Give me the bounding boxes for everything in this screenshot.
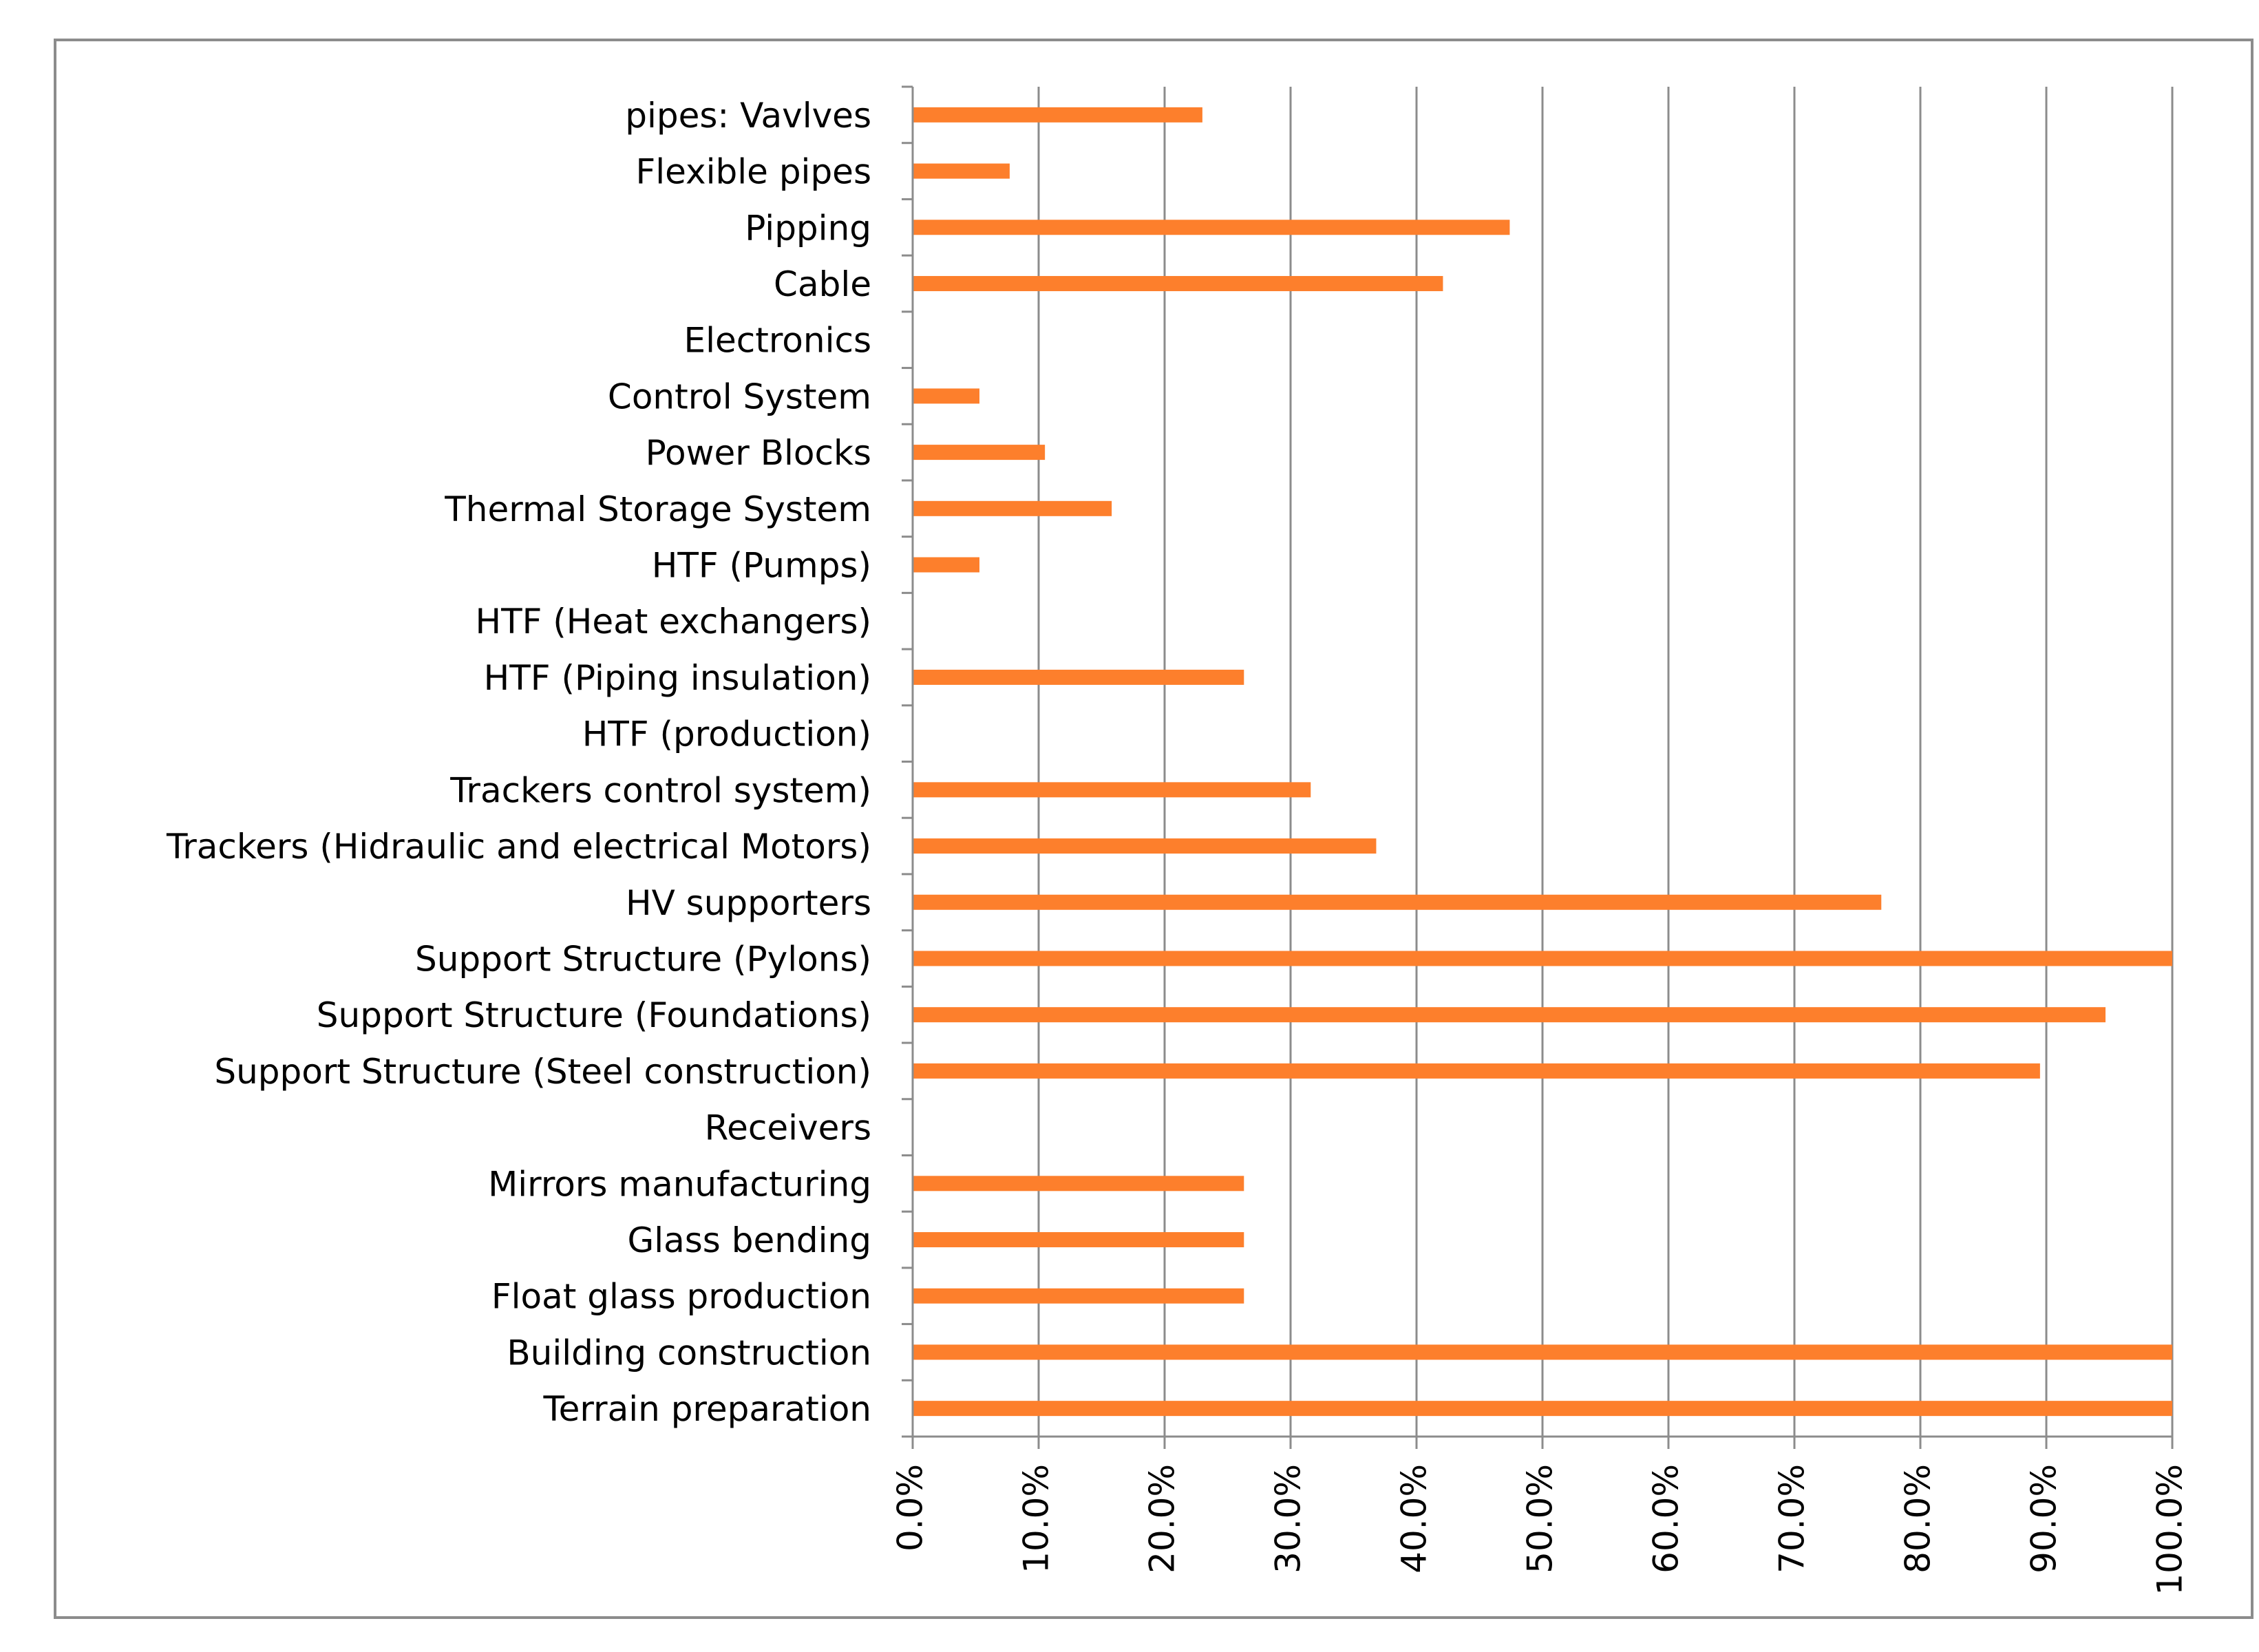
category-label: Pipping — [745, 208, 871, 248]
bar-19 — [913, 1176, 1244, 1192]
bar-3 — [913, 275, 1443, 291]
bar-12 — [913, 782, 1311, 798]
x-tick-label: 30.0% — [1269, 1464, 1308, 1574]
bar-14 — [913, 894, 1882, 910]
bar-17 — [913, 1063, 2040, 1079]
category-label: Building construction — [507, 1333, 871, 1373]
bar-7 — [913, 500, 1112, 516]
bar-16 — [913, 1007, 2106, 1023]
category-label: Control System — [608, 377, 871, 416]
bar-10 — [913, 669, 1244, 685]
category-label: Receivers — [705, 1108, 871, 1148]
gridlines — [1037, 87, 2174, 1437]
x-tick-label: 0.0% — [891, 1464, 931, 1552]
x-tick-label: 10.0% — [1017, 1464, 1057, 1574]
bar-13 — [913, 838, 1377, 854]
category-label: Mirrors manufacturing — [488, 1164, 871, 1204]
category-label: HTF (Pumps) — [652, 546, 871, 586]
category-label: pipes: Vavlves — [625, 96, 871, 136]
category-label: Support Structure (Steel construction) — [214, 1052, 871, 1092]
category-label: Support Structure (Foundations) — [317, 995, 871, 1035]
x-tick-label: 20.0% — [1143, 1464, 1182, 1574]
category-label: HTF (production) — [582, 714, 871, 754]
bar-15 — [913, 951, 2172, 966]
category-label: HTF (Heat exchangers) — [475, 602, 871, 642]
x-tick-label: 80.0% — [1898, 1464, 1938, 1574]
bar-20 — [913, 1232, 1244, 1248]
category-label: Support Structure (Pylons) — [415, 939, 871, 979]
x-tick-label: 50.0% — [1520, 1464, 1560, 1574]
bar-5 — [913, 388, 979, 404]
category-label: Thermal Storage System — [444, 489, 871, 529]
bar-8 — [913, 557, 979, 573]
category-label: Glass bending — [627, 1220, 871, 1260]
x-tick-labels: 0.0% 10.0% 20.0% 30.0% 40.0% 50.0% 60.0% 70.0% 8… — [891, 1464, 2190, 1596]
category-label: HV supporters — [626, 883, 871, 923]
x-tick-label: 40.0% — [1394, 1464, 1434, 1574]
category-labels: pipes: Vavlves Flexible pipes Pipping Cable… — [166, 96, 871, 1429]
bar-0 — [913, 107, 1202, 123]
category-label: Electronics — [683, 321, 871, 361]
category-label: Cable — [774, 264, 871, 304]
category-label: Flexible pipes — [636, 152, 871, 192]
x-tick-label: 60.0% — [1646, 1464, 1686, 1574]
category-label: HTF (Piping insulation) — [484, 658, 871, 698]
category-label: Trackers (Hidraulic and electrical Motor… — [166, 827, 871, 867]
x-tick-label: 70.0% — [1772, 1464, 1812, 1574]
x-tick-label: 90.0% — [2024, 1464, 2064, 1574]
category-label: Power Blocks — [646, 433, 871, 473]
x-tick-label: 100.0% — [2150, 1464, 2190, 1596]
bar-6 — [913, 445, 1046, 460]
category-label: Trackers control system) — [449, 770, 871, 810]
bar-23 — [913, 1401, 2172, 1417]
bars — [913, 107, 2172, 1417]
bar-21 — [913, 1288, 1244, 1304]
category-label: Terrain preparation — [543, 1389, 871, 1429]
axes — [902, 85, 2174, 1449]
bar-1 — [913, 163, 1010, 179]
bar-22 — [913, 1344, 2172, 1360]
category-label: Float glass production — [491, 1277, 871, 1317]
bar-2 — [913, 220, 1510, 235]
